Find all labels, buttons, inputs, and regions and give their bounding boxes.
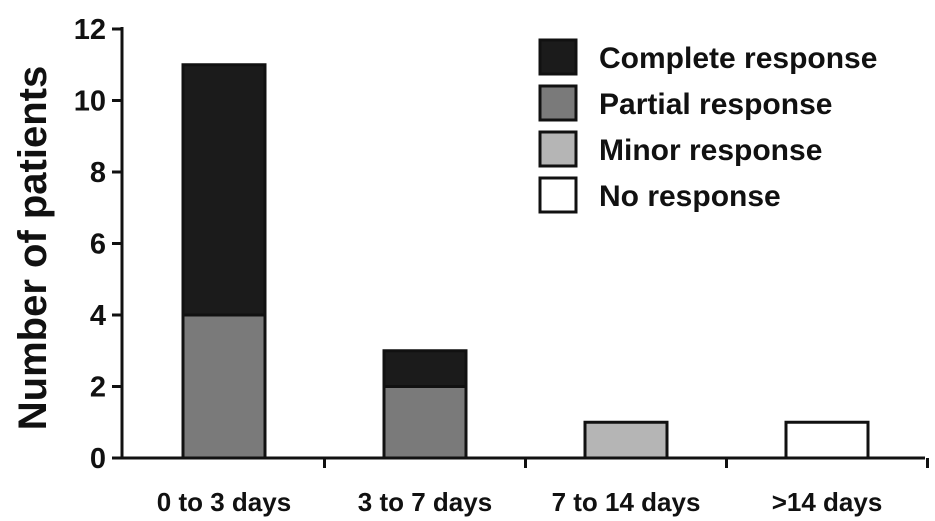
bar-segment (181, 63, 267, 317)
bar-segment (784, 420, 870, 460)
legend-swatch (538, 176, 578, 214)
y-tick-label: 2 (90, 372, 106, 404)
x-tick-label: 0 to 3 days (157, 487, 291, 517)
y-tick-label: 4 (90, 300, 106, 332)
y-tick-label: 8 (90, 157, 106, 189)
bar-segment (181, 313, 267, 460)
legend-label: No response (599, 180, 781, 213)
bar-segment (583, 420, 669, 460)
legend-swatch (538, 84, 578, 122)
bars (181, 63, 870, 460)
y-tick-label: 10 (74, 86, 106, 118)
y-tick-label: 6 (90, 229, 106, 261)
x-tick-label: 3 to 7 days (358, 487, 492, 517)
legend-label: Partial response (599, 88, 832, 121)
bar-segment (382, 349, 468, 388)
y-tick-label: 12 (74, 14, 106, 46)
x-tick-label: >14 days (772, 487, 883, 517)
legend: Complete response Partial response Minor r… (538, 38, 877, 214)
y-tick-label: 0 (90, 443, 106, 475)
legend-label: Minor response (599, 134, 822, 167)
y-axis-title: Number of patients (11, 66, 55, 430)
legend-swatch (538, 130, 578, 168)
legend-label: Complete response (599, 42, 877, 75)
bar-segment (382, 385, 468, 460)
x-tick-label: 7 to 14 days (552, 487, 701, 517)
legend-swatch (538, 38, 578, 76)
axes: 0 2 4 6 8 10 12 0 to 3 days 3 to 7 days 7 to 14 d… (74, 14, 929, 517)
y-axis-title-group: Number of patients (11, 66, 55, 430)
